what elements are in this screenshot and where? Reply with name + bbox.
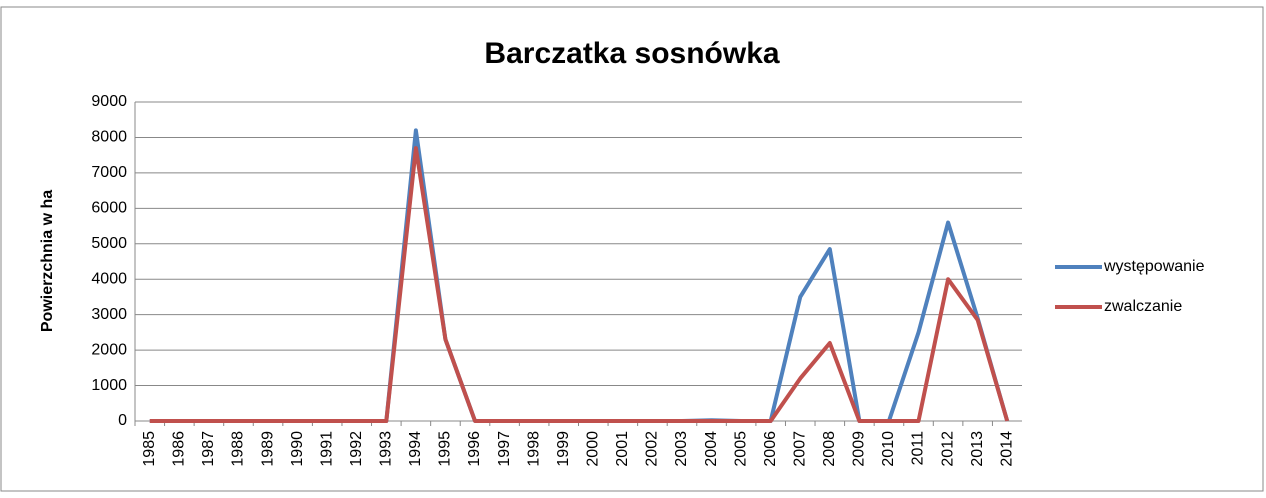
x-tick-label: 1999	[555, 431, 572, 467]
y-tick-label: 6000	[91, 200, 127, 217]
x-tick-label: 1991	[318, 431, 335, 467]
y-tick-label: 3000	[91, 306, 127, 323]
x-tick-label: 1997	[496, 431, 513, 467]
x-tick-label: 2013	[969, 431, 986, 467]
x-tick-label: 2009	[851, 431, 868, 467]
x-tick-label: 1985	[141, 431, 158, 467]
x-tick-label: 2011	[910, 431, 927, 466]
x-tick-label: 2001	[614, 431, 631, 467]
y-tick-label: 1000	[91, 377, 127, 394]
y-tick-label: 0	[118, 412, 127, 429]
x-tick-label: 2004	[703, 431, 720, 467]
y-axis-title: Powierzchnia w ha	[39, 190, 56, 332]
y-tick-label: 5000	[91, 235, 127, 252]
x-tick-label: 1995	[437, 431, 454, 467]
data-line	[149, 146, 1010, 423]
x-tick-label: 2014	[998, 431, 1015, 467]
x-tick-label: 1990	[289, 431, 306, 467]
chart-title: Barczatka sosnówka	[484, 37, 779, 70]
x-tick-label: 1986	[171, 431, 188, 467]
y-tick-label: 2000	[91, 341, 127, 358]
x-tick-label: 1987	[200, 431, 217, 467]
y-tick-label: 9000	[91, 93, 127, 110]
x-tick-label: 2007	[791, 431, 808, 467]
x-tick-label: 2006	[762, 431, 779, 467]
x-tick-label: 1996	[466, 431, 483, 467]
y-tick-label: 7000	[91, 164, 127, 181]
legend-label: zwalczanie	[1104, 298, 1182, 315]
x-tick-label: 2012	[939, 431, 956, 467]
x-tick-label: 1998	[525, 431, 542, 467]
y-tick-label: 8000	[91, 129, 127, 146]
x-tick-label: 2005	[732, 431, 749, 467]
x-tick-label: 1988	[230, 431, 247, 467]
x-tick-label: 1989	[259, 431, 276, 467]
legend-label: występowanie	[1103, 258, 1205, 275]
x-tick-label: 1992	[348, 431, 365, 467]
chart-border	[0, 6, 1264, 492]
y-tick-label: 4000	[91, 270, 127, 287]
x-tick-label: 2010	[880, 431, 897, 467]
x-tick-label: 2000	[585, 431, 602, 467]
x-tick-label: 2002	[644, 431, 661, 467]
x-tick-label: 1994	[407, 431, 424, 467]
x-tick-label: 1993	[378, 431, 395, 467]
x-tick-label: 2008	[821, 431, 838, 467]
x-tick-label: 2003	[673, 431, 690, 467]
